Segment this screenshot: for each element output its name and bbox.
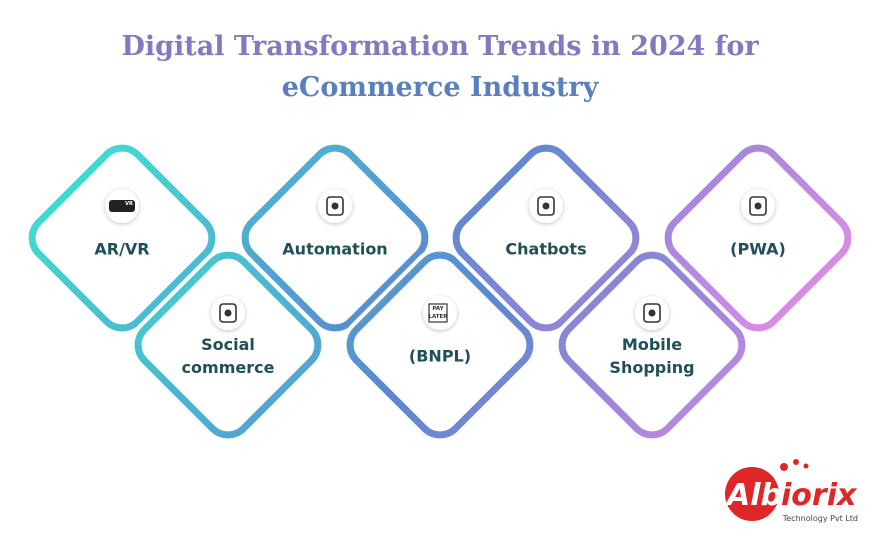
trend-label: (PWA) bbox=[730, 240, 786, 259]
icon bbox=[749, 196, 767, 216]
icon bbox=[224, 309, 232, 317]
diamonds: VR AR/VR Social commerce Automation PAY LATER (… bbox=[24, 140, 856, 443]
trend-item: PAY LATER (BNPL) bbox=[342, 247, 538, 443]
diamond-gap bbox=[342, 247, 538, 443]
trend-item: VR AR/VR bbox=[24, 140, 220, 336]
icon bbox=[643, 303, 661, 323]
icon-text: LATER bbox=[428, 314, 448, 320]
logo-dot bbox=[780, 463, 788, 471]
icon bbox=[542, 202, 550, 210]
diamond bbox=[28, 144, 216, 332]
title-line: eCommerce Industry bbox=[282, 72, 600, 103]
diamond bbox=[241, 144, 429, 332]
diamond bbox=[452, 144, 640, 332]
title-line: Digital Transformation Trends in 2024 fo… bbox=[121, 31, 759, 62]
icon bbox=[219, 303, 237, 323]
diamond bbox=[558, 251, 746, 439]
diamond-gap bbox=[24, 140, 220, 336]
logo-name: iorix bbox=[781, 478, 858, 513]
diamond-gap bbox=[237, 140, 433, 336]
diamond-gap bbox=[448, 140, 644, 336]
diamond-gap bbox=[660, 140, 856, 336]
trend-label: Mobile bbox=[622, 335, 682, 354]
icon-text: VR bbox=[125, 201, 133, 207]
trend-label: (BNPL) bbox=[409, 347, 471, 366]
trend-label: commerce bbox=[182, 358, 275, 377]
trend-item: (PWA) bbox=[660, 140, 856, 336]
icon bbox=[331, 202, 339, 210]
trend-label: AR/VR bbox=[94, 240, 149, 259]
icon-text: PAY bbox=[432, 306, 444, 312]
trend-item: Social commerce bbox=[130, 247, 326, 443]
icon bbox=[537, 196, 555, 216]
icon bbox=[754, 202, 762, 210]
icon bbox=[648, 309, 656, 317]
logo-tagline: Technology Pvt Ltd bbox=[782, 514, 858, 523]
logo-dot bbox=[803, 463, 809, 469]
icon-bg bbox=[423, 296, 457, 330]
trend-item: Chatbots bbox=[448, 140, 644, 336]
trend-label: Chatbots bbox=[505, 240, 586, 259]
icon bbox=[109, 200, 135, 212]
logo: Alb iorix Technology Pvt Ltd bbox=[725, 459, 858, 523]
logo-dot bbox=[793, 459, 799, 465]
trend-item: Mobile Shopping bbox=[554, 247, 750, 443]
diamond bbox=[664, 144, 852, 332]
logo-circle bbox=[725, 467, 779, 521]
trend-item: Automation bbox=[237, 140, 433, 336]
logo-name: Alb bbox=[725, 478, 782, 513]
trend-label: Shopping bbox=[609, 358, 694, 377]
diamond bbox=[346, 251, 534, 439]
trend-label: Social bbox=[201, 335, 255, 354]
trend-label: Automation bbox=[282, 240, 387, 259]
diamond bbox=[134, 251, 322, 439]
icon bbox=[326, 196, 344, 216]
icon bbox=[428, 303, 448, 323]
